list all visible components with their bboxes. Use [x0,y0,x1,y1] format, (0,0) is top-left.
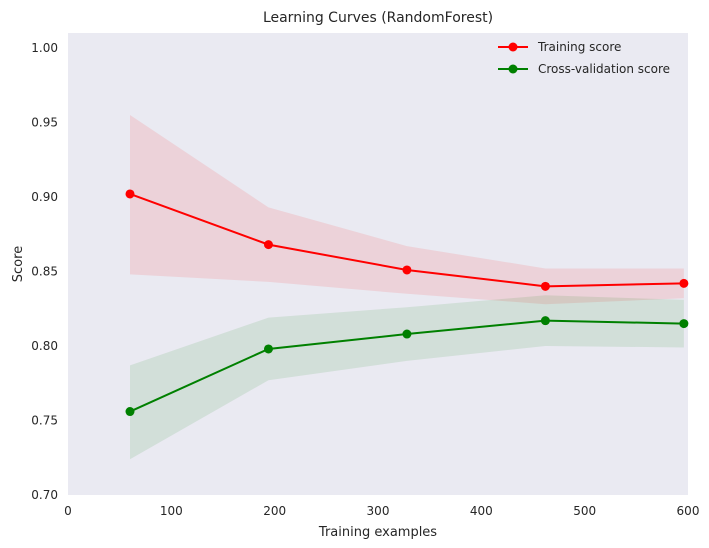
y-tick-label: 0.90 [31,190,58,204]
y-axis-label: Score [11,246,26,282]
x-tick-label: 100 [160,504,183,518]
legend-label-1: Cross-validation score [538,62,670,76]
legend-marker-0 [508,42,518,52]
x-tick-label: 200 [263,504,286,518]
y-tick-label: 0.75 [31,413,58,427]
data-point-0-4 [679,278,689,288]
confidence-bands [130,114,684,460]
series-points [125,189,689,417]
confidence-band-1 [130,295,684,460]
x-tick-label: 500 [573,504,596,518]
x-tick-label: 600 [677,504,700,518]
x-tick-label: 300 [367,504,390,518]
y-tick-label: 0.80 [31,339,58,353]
legend: Training score Cross-validation score [498,40,670,76]
y-tick-label: 0.95 [31,115,58,129]
y-axis-ticks: 0.70 0.75 0.80 0.85 0.90 0.95 1.00 [31,41,58,502]
data-point-1-4 [679,319,689,329]
data-point-0-1 [263,240,273,250]
data-point-1-0 [125,407,135,417]
data-point-0-3 [540,281,550,291]
x-axis-ticks: 0 100 200 300 400 500 600 [64,504,699,518]
confidence-band-0 [130,114,684,305]
y-tick-label: 0.85 [31,264,58,278]
chart-title: Learning Curves (RandomForest) [263,10,493,26]
x-tick-label: 400 [470,504,493,518]
y-tick-label: 0.70 [31,488,58,502]
x-tick-label: 0 [64,504,72,518]
x-axis-label: Training examples [318,525,437,540]
data-point-1-2 [402,329,412,339]
legend-marker-1 [508,64,518,74]
y-tick-label: 1.00 [31,41,58,55]
data-point-0-2 [402,265,412,275]
data-point-1-1 [263,344,273,354]
data-point-1-3 [540,316,550,326]
legend-label-0: Training score [537,40,621,54]
data-point-0-0 [125,189,135,199]
